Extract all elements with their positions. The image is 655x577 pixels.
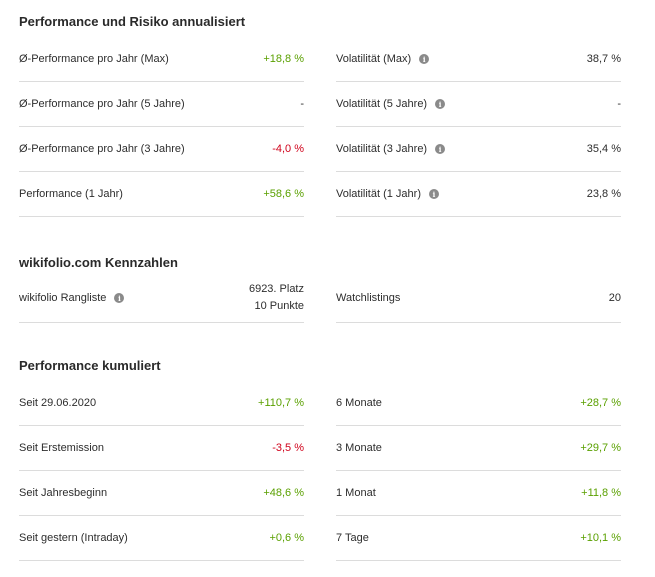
row-value: 20 [608, 292, 621, 304]
info-icon[interactable]: i [435, 99, 446, 109]
row-label: 7 Tage [336, 532, 369, 544]
list-item: Seit gestern (Intraday) +0,6 % [19, 516, 304, 561]
list-item: Volatilität (1 Jahr) i 23,8 % [336, 172, 621, 217]
row-value: - [617, 98, 621, 110]
row-value: +28,7 % [580, 397, 621, 409]
row-value: +10,1 % [580, 532, 621, 544]
cumulative-right-list: 6 Monate +28,7 % 3 Monate +29,7 % 1 Mona… [336, 381, 621, 561]
row-value: +110,7 % [258, 397, 304, 409]
row-label: Ø-Performance pro Jahr (Max) [19, 53, 169, 65]
row-value: - [300, 98, 304, 110]
row-label: Seit Jahresbeginn [19, 487, 108, 499]
ranking-value: 6923. Platz 10 Punkte [249, 281, 304, 315]
list-item: Watchlistings 20 [336, 274, 621, 323]
row-label: Volatilität (Max) i [336, 53, 430, 65]
info-icon[interactable]: i [435, 144, 446, 154]
list-item: 6 Monate +28,7 % [336, 381, 621, 426]
row-label-text: Volatilität (5 Jahre) [336, 98, 428, 110]
info-icon[interactable]: i [428, 189, 439, 199]
row-value: 35,4 % [586, 143, 621, 155]
row-value: +58,6 % [263, 188, 304, 200]
cumulative-left-list: Seit 29.06.2020 +110,7 % Seit Erstemissi… [19, 381, 304, 561]
list-item: Ø-Performance pro Jahr (Max) +18,8 % [19, 37, 304, 82]
list-item: Seit 29.06.2020 +110,7 % [19, 381, 304, 426]
kennzahlen-right: Watchlistings 20 [336, 274, 621, 323]
list-item: Ø-Performance pro Jahr (5 Jahre) - [19, 82, 304, 127]
row-label: Ø-Performance pro Jahr (3 Jahre) [19, 143, 185, 155]
volatility-list: Volatilität (Max) i 38,7 % Volatilität (5… [336, 37, 621, 217]
list-item: Volatilität (5 Jahre) i - [336, 82, 621, 127]
list-item: Volatilität (Max) i 38,7 % [336, 37, 621, 82]
list-item: 7 Tage +10,1 % [336, 516, 621, 561]
list-item: Volatilität (3 Jahre) i 35,4 % [336, 127, 621, 172]
ranking-place: 6923. Platz [248, 283, 304, 295]
row-label: 3 Monate [336, 442, 382, 454]
row-value: +48,6 % [263, 487, 304, 499]
row-value: +18,8 % [263, 53, 304, 65]
info-icon[interactable]: i [114, 293, 125, 303]
section-title-performance-risiko: Performance und Risiko annualisiert [19, 14, 246, 29]
row-label-text: Volatilität (1 Jahr) [336, 188, 421, 200]
list-item: wikifolio Rangliste i 6923. Platz 10 Punk… [19, 274, 304, 323]
row-label: Performance (1 Jahr) [19, 188, 123, 200]
row-value: +29,7 % [580, 442, 621, 454]
row-label: Seit Erstemission [19, 442, 104, 454]
performance-annualized-list: Ø-Performance pro Jahr (Max) +18,8 % Ø-P… [19, 37, 304, 217]
list-item: Ø-Performance pro Jahr (3 Jahre) -4,0 % [19, 127, 304, 172]
row-label: Volatilität (3 Jahre) i [336, 143, 446, 155]
row-label: Seit 29.06.2020 [19, 397, 97, 409]
row-value: +11,8 % [581, 487, 621, 499]
kennzahlen-left: wikifolio Rangliste i 6923. Platz 10 Punk… [19, 274, 304, 323]
row-label: 6 Monate [336, 397, 382, 409]
list-item: Performance (1 Jahr) +58,6 % [19, 172, 304, 217]
list-item: 1 Monat +11,8 % [336, 471, 621, 516]
list-item: Seit Jahresbeginn +48,6 % [19, 471, 304, 516]
row-label-text: wikifolio Rangliste [19, 292, 107, 304]
row-label: Seit gestern (Intraday) [19, 532, 128, 544]
section-title-kennzahlen: wikifolio.com Kennzahlen [19, 255, 178, 270]
row-label-text: Volatilität (Max) [336, 53, 412, 65]
row-label: Ø-Performance pro Jahr (5 Jahre) [19, 98, 185, 110]
row-label-text: Volatilität (3 Jahre) [336, 143, 428, 155]
row-label: 1 Monat [336, 487, 376, 499]
row-value: -3,5 % [272, 442, 304, 454]
row-value: +0,6 % [269, 532, 304, 544]
row-value: 23,8 % [586, 188, 621, 200]
row-label: Volatilität (5 Jahre) i [336, 98, 446, 110]
ranking-points: 10 Punkte [254, 300, 304, 312]
row-value: 38,7 % [586, 53, 621, 65]
section-title-performance-kumuliert: Performance kumuliert [19, 358, 161, 373]
row-label: Watchlistings [336, 292, 401, 304]
row-value: -4,0 % [272, 143, 304, 155]
row-label: wikifolio Rangliste i [19, 292, 125, 304]
list-item: 3 Monate +29,7 % [336, 426, 621, 471]
row-label: Volatilität (1 Jahr) i [336, 188, 439, 200]
info-icon[interactable]: i [419, 54, 430, 64]
list-item: Seit Erstemission -3,5 % [19, 426, 304, 471]
